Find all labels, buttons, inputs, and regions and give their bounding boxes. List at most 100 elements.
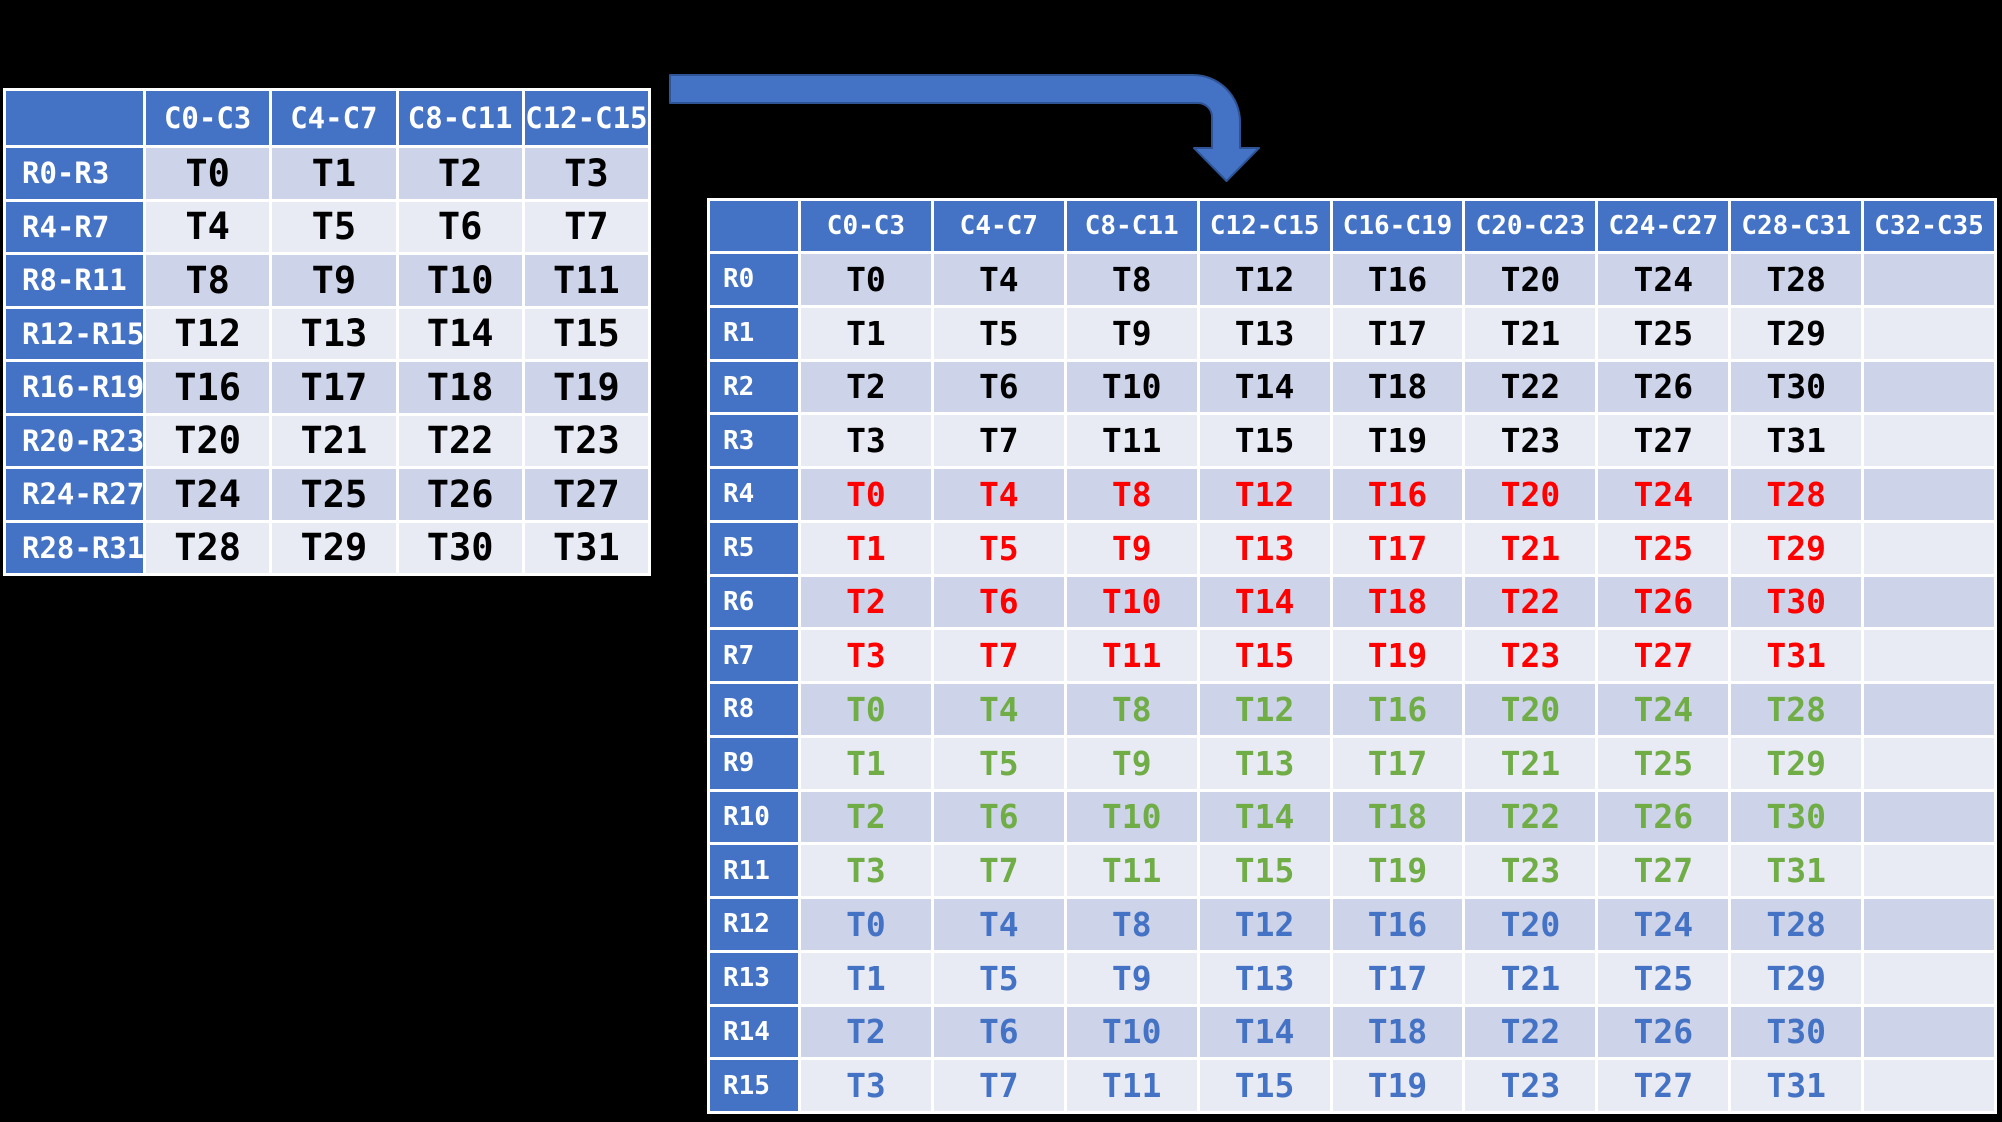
data-cell: T9 <box>1066 952 1197 1004</box>
data-cell: T12 <box>1199 254 1330 305</box>
data-cell: T25 <box>1598 737 1729 789</box>
data-cell: T9 <box>1066 522 1197 574</box>
data-cell: T15 <box>1199 1060 1330 1111</box>
data-cell: T31 <box>524 522 648 573</box>
data-cell: T13 <box>1199 952 1330 1004</box>
column-header: C12-C15 <box>1199 201 1330 251</box>
data-cell: T19 <box>1332 630 1463 681</box>
data-cell: T20 <box>1465 254 1596 305</box>
data-cell: T4 <box>933 469 1064 520</box>
data-cell: T20 <box>1465 684 1596 735</box>
data-cell: T15 <box>1199 630 1330 681</box>
data-cell: T8 <box>1066 469 1197 520</box>
data-cell: T13 <box>1199 307 1330 359</box>
data-cell: T2 <box>801 1006 931 1058</box>
data-cell: T2 <box>398 148 522 199</box>
data-cell: T27 <box>1598 415 1729 466</box>
data-cell <box>1864 684 1994 735</box>
data-cell: T16 <box>1332 469 1463 520</box>
data-cell: T24 <box>1598 684 1729 735</box>
data-cell: T11 <box>1066 845 1197 896</box>
data-cell: T18 <box>1332 576 1463 628</box>
row-header: R12 <box>710 899 798 950</box>
data-cell: T16 <box>146 362 270 413</box>
data-cell: T4 <box>146 201 270 252</box>
column-header: C32-C35 <box>1864 201 1994 251</box>
data-cell: T0 <box>801 469 931 520</box>
data-cell: T5 <box>272 201 396 252</box>
data-cell: T30 <box>398 522 522 573</box>
data-cell: T7 <box>933 845 1064 896</box>
data-cell: T5 <box>933 737 1064 789</box>
row-header: R5 <box>710 522 798 574</box>
data-cell: T24 <box>1598 254 1729 305</box>
data-cell: T18 <box>1332 361 1463 413</box>
data-cell: T5 <box>933 307 1064 359</box>
data-cell: T24 <box>1598 469 1729 520</box>
data-cell: T30 <box>1731 576 1862 628</box>
data-cell: T3 <box>801 415 931 466</box>
column-header: C0-C3 <box>801 201 931 251</box>
data-cell: T10 <box>1066 361 1197 413</box>
data-cell: T22 <box>1465 576 1596 628</box>
data-cell: T9 <box>1066 307 1197 359</box>
data-cell: T18 <box>1332 1006 1463 1058</box>
column-header: C12-C15 <box>524 91 648 145</box>
data-cell: T12 <box>146 308 270 359</box>
data-cell: T31 <box>1731 415 1862 466</box>
row-header: R16-R19 <box>6 362 143 413</box>
data-cell: T24 <box>146 469 270 520</box>
data-cell: T1 <box>801 307 931 359</box>
row-header: R4-R7 <box>6 201 143 252</box>
data-cell: T28 <box>1731 684 1862 735</box>
data-cell: T4 <box>933 899 1064 950</box>
data-cell: T17 <box>1332 522 1463 574</box>
data-cell: T6 <box>933 361 1064 413</box>
data-cell: T3 <box>801 845 931 896</box>
data-cell <box>1864 845 1994 896</box>
data-cell: T25 <box>1598 522 1729 574</box>
data-cell: T5 <box>933 522 1064 574</box>
elbow-arrow-shape <box>669 74 1260 182</box>
data-cell: T1 <box>801 522 931 574</box>
data-cell: T19 <box>1332 845 1463 896</box>
data-cell: T23 <box>1465 630 1596 681</box>
data-cell: T7 <box>933 630 1064 681</box>
data-cell <box>1864 361 1994 413</box>
data-cell: T31 <box>1731 845 1862 896</box>
data-cell: T28 <box>146 522 270 573</box>
data-cell: T31 <box>1731 630 1862 681</box>
data-cell: T30 <box>1731 361 1862 413</box>
data-cell: T25 <box>1598 307 1729 359</box>
data-cell: T22 <box>1465 361 1596 413</box>
grouped-thread-table: C0-C3 C4-C7 C8-C11 C12-C15 R0-R3 T0 T1 T2 T3 R4-R… <box>3 88 651 576</box>
column-header: C28-C31 <box>1731 201 1862 251</box>
data-cell: T8 <box>146 255 270 306</box>
data-cell: T27 <box>1598 1060 1729 1111</box>
column-header: C8-C11 <box>1066 201 1197 251</box>
column-header: C4-C7 <box>272 91 396 145</box>
data-cell <box>1864 254 1994 305</box>
column-header: C8-C11 <box>398 91 522 145</box>
data-cell: T21 <box>1465 522 1596 574</box>
data-cell: T12 <box>1199 899 1330 950</box>
data-cell: T26 <box>398 469 522 520</box>
data-cell: T11 <box>1066 1060 1197 1111</box>
data-cell: T0 <box>801 684 931 735</box>
data-cell: T6 <box>933 576 1064 628</box>
row-header: R12-R15 <box>6 308 143 359</box>
row-header: R20-R23 <box>6 415 143 466</box>
data-cell: T3 <box>524 148 648 199</box>
data-cell: T14 <box>1199 1006 1330 1058</box>
data-cell <box>1864 630 1994 681</box>
data-cell: T20 <box>146 415 270 466</box>
row-header: R13 <box>710 952 798 1004</box>
data-cell <box>1864 576 1994 628</box>
data-cell: T13 <box>272 308 396 359</box>
data-cell: T1 <box>272 148 396 199</box>
row-header: R14 <box>710 1006 798 1058</box>
data-cell: T29 <box>1731 737 1862 789</box>
data-cell <box>1864 1060 1994 1111</box>
data-cell: T16 <box>1332 254 1463 305</box>
row-header: R9 <box>710 737 798 789</box>
